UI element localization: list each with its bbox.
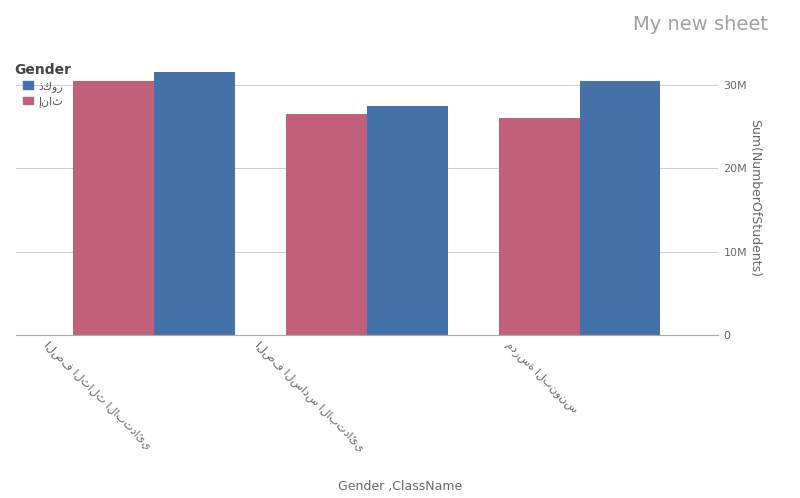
- Text: Gender ,ClassName: Gender ,ClassName: [338, 480, 462, 493]
- Bar: [286, 114, 366, 335]
- Bar: [73, 81, 154, 335]
- Bar: [579, 81, 660, 335]
- Bar: [154, 72, 235, 335]
- Bar: [366, 106, 447, 335]
- Bar: [498, 118, 579, 335]
- Y-axis label: Sum(NumberOfStudents): Sum(NumberOfStudents): [748, 119, 761, 276]
- Legend: ذكور, إناث: ذكور, إناث: [14, 63, 71, 107]
- Text: My new sheet: My new sheet: [633, 15, 768, 34]
